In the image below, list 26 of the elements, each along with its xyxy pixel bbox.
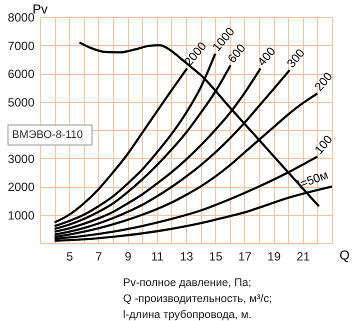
x-tick-label: 15 xyxy=(209,250,223,264)
text: Pv-полное давление, Па; xyxy=(123,277,252,289)
y-tick-label: 8000 xyxy=(8,10,35,24)
text: 100 xyxy=(312,132,336,157)
x-axis-title: Q xyxy=(339,248,350,262)
x-tick-label: 7 xyxy=(96,250,103,264)
y-axis-title: Pv xyxy=(32,2,48,16)
text: 200 xyxy=(312,69,336,94)
x-tick-label: 19 xyxy=(267,250,282,264)
text: Q -производительность, м³/с; xyxy=(123,293,272,305)
y-tick-label: 2000 xyxy=(8,180,35,194)
x-tick-label: 11 xyxy=(151,250,164,264)
x-tick-label: 17 xyxy=(238,250,252,264)
y-tick-label: 3000 xyxy=(8,152,35,166)
text: l-длина трубопровода, м. xyxy=(123,309,252,321)
y-tick-label: 6000 xyxy=(8,67,35,81)
text: 400 xyxy=(254,44,279,69)
x-tick-label: 9 xyxy=(124,250,132,264)
y-tick-label: 7000 xyxy=(8,38,35,53)
text: 300 xyxy=(284,46,308,70)
y-tick-label: 1000 xyxy=(8,208,35,222)
annotation: ВМЭВО-8-110 xyxy=(12,129,83,141)
x-tick-label: 13 xyxy=(180,250,194,264)
x-tick-label: 5 xyxy=(66,250,74,264)
y-tick-label: 5000 xyxy=(8,95,35,110)
x-tick-label: 21 xyxy=(296,250,310,264)
